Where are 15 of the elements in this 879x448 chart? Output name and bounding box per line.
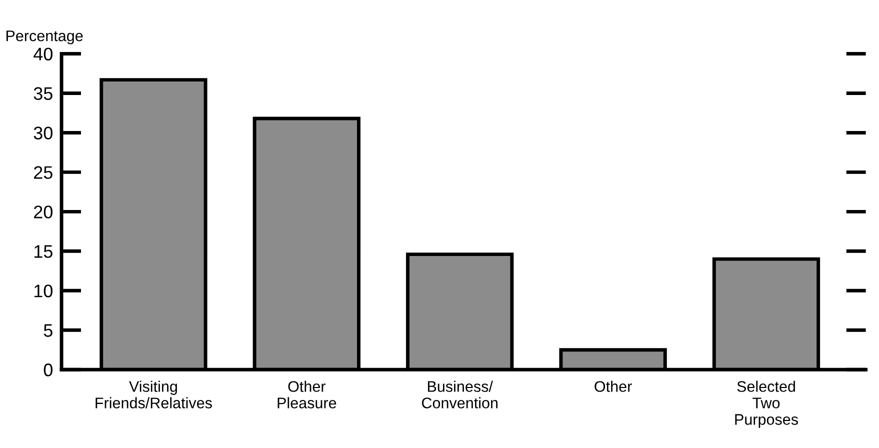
y-tick-label: 30 (34, 126, 52, 140)
y-tick-label: 25 (34, 166, 52, 179)
x-tick-label: Selected Two Purposes (735, 380, 798, 428)
y-tick-label: 40 (34, 48, 52, 60)
y-tick-label: 20 (34, 206, 52, 218)
x-tick-label: Business/ Convention (422, 380, 498, 408)
y-tick-label: 35 (34, 87, 52, 100)
x-tick-label: Visiting Friends/Relatives (96, 380, 212, 408)
y-tick-label: 0 (44, 364, 52, 376)
y-axis-title: Percentage (6, 30, 83, 44)
y-tick-label: 10 (34, 284, 52, 298)
y-tick-label: 5 (44, 324, 52, 337)
x-tick-label: Other Pleasure (278, 380, 336, 408)
y-tick-label: 15 (34, 245, 52, 258)
x-tick-label: Other (594, 380, 632, 392)
